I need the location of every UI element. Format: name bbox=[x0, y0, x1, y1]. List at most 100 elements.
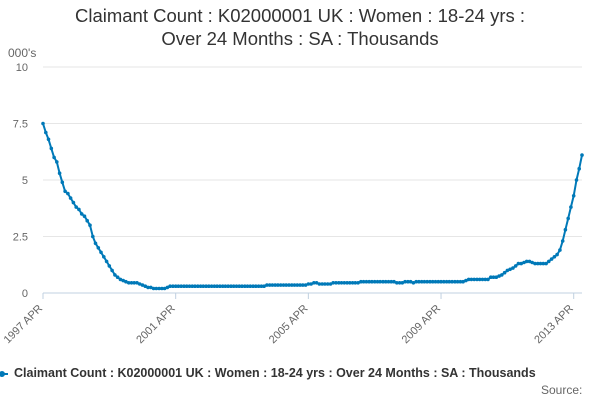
data-point[interactable] bbox=[68, 196, 73, 200]
data-point[interactable] bbox=[66, 191, 70, 196]
data-point[interactable] bbox=[469, 277, 474, 282]
data-point[interactable] bbox=[536, 261, 540, 266]
data-point[interactable] bbox=[149, 285, 153, 290]
data-point[interactable] bbox=[411, 281, 416, 285]
data-point[interactable] bbox=[372, 279, 377, 284]
data-point[interactable] bbox=[187, 284, 192, 289]
data-point[interactable] bbox=[162, 286, 167, 291]
data-point[interactable] bbox=[215, 284, 219, 289]
data-point[interactable] bbox=[231, 284, 236, 289]
data-point[interactable] bbox=[455, 279, 460, 284]
data-point[interactable] bbox=[325, 282, 330, 286]
data-point[interactable] bbox=[513, 264, 518, 268]
data-point[interactable] bbox=[218, 284, 222, 289]
data-point[interactable] bbox=[234, 284, 239, 289]
data-point[interactable] bbox=[314, 281, 319, 285]
data-point[interactable] bbox=[270, 283, 275, 287]
data-point[interactable] bbox=[157, 286, 161, 291]
data-point[interactable] bbox=[74, 205, 78, 209]
data-point[interactable] bbox=[381, 279, 385, 284]
data-point[interactable] bbox=[229, 284, 233, 289]
data-point[interactable] bbox=[489, 275, 493, 280]
data-point[interactable] bbox=[306, 282, 311, 286]
data-point[interactable] bbox=[193, 284, 197, 289]
data-point[interactable] bbox=[361, 279, 366, 284]
data-point[interactable] bbox=[196, 284, 200, 289]
data-point[interactable] bbox=[475, 277, 479, 282]
data-point[interactable] bbox=[339, 281, 344, 285]
data-point[interactable] bbox=[267, 283, 272, 287]
data-point[interactable] bbox=[121, 278, 125, 283]
data-point[interactable] bbox=[558, 248, 562, 252]
data-point[interactable] bbox=[265, 283, 269, 287]
data-point[interactable] bbox=[486, 277, 490, 282]
data-point[interactable] bbox=[146, 285, 150, 290]
data-point[interactable] bbox=[408, 279, 413, 284]
data-point[interactable] bbox=[364, 279, 369, 284]
data-point[interactable] bbox=[433, 279, 438, 284]
data-point[interactable] bbox=[494, 275, 499, 280]
data-point[interactable] bbox=[245, 284, 250, 289]
data-point[interactable] bbox=[353, 281, 358, 285]
data-point[interactable] bbox=[334, 281, 338, 285]
data-point[interactable] bbox=[477, 277, 482, 282]
data-point[interactable] bbox=[278, 283, 283, 287]
data-point[interactable] bbox=[400, 281, 405, 285]
data-point[interactable] bbox=[298, 283, 302, 287]
data-point[interactable] bbox=[182, 284, 186, 289]
data-point[interactable] bbox=[483, 277, 488, 282]
data-point[interactable] bbox=[57, 171, 62, 175]
data-point[interactable] bbox=[77, 207, 81, 212]
data-point[interactable] bbox=[129, 281, 134, 285]
data-point[interactable] bbox=[497, 274, 501, 278]
data-point[interactable] bbox=[126, 281, 131, 285]
data-point[interactable] bbox=[237, 284, 242, 289]
data-point[interactable] bbox=[417, 279, 421, 284]
data-point[interactable] bbox=[453, 279, 457, 284]
data-point[interactable] bbox=[444, 279, 449, 284]
data-point[interactable] bbox=[309, 282, 313, 286]
data-point[interactable] bbox=[290, 283, 294, 287]
data-point[interactable] bbox=[472, 277, 477, 282]
data-point[interactable] bbox=[356, 281, 360, 285]
data-point[interactable] bbox=[281, 283, 286, 287]
data-point[interactable] bbox=[566, 216, 570, 221]
data-point[interactable] bbox=[176, 284, 181, 289]
data-point[interactable] bbox=[151, 286, 156, 291]
data-point[interactable] bbox=[212, 284, 217, 289]
data-point[interactable] bbox=[198, 284, 203, 289]
data-point[interactable] bbox=[389, 279, 394, 284]
data-point[interactable] bbox=[450, 279, 454, 284]
data-point[interactable] bbox=[359, 279, 363, 284]
data-point[interactable] bbox=[430, 279, 435, 284]
data-point[interactable] bbox=[345, 281, 349, 285]
data-point[interactable] bbox=[331, 281, 336, 285]
data-point[interactable] bbox=[113, 273, 117, 277]
data-point[interactable] bbox=[419, 279, 424, 284]
data-point[interactable] bbox=[248, 284, 253, 289]
data-point[interactable] bbox=[439, 279, 443, 284]
data-point[interactable] bbox=[240, 284, 244, 289]
data-point[interactable] bbox=[190, 284, 195, 289]
data-point[interactable] bbox=[577, 166, 581, 171]
data-point[interactable] bbox=[544, 261, 548, 266]
data-point[interactable] bbox=[527, 259, 532, 264]
data-point[interactable] bbox=[102, 254, 106, 259]
data-point[interactable] bbox=[370, 279, 374, 284]
data-point[interactable] bbox=[524, 259, 529, 264]
data-point[interactable] bbox=[55, 160, 59, 164]
data-point[interactable] bbox=[160, 286, 164, 291]
data-point[interactable] bbox=[143, 284, 148, 289]
data-point[interactable] bbox=[85, 218, 89, 223]
data-point[interactable] bbox=[276, 283, 280, 287]
data-point[interactable] bbox=[118, 277, 123, 282]
data-point[interactable] bbox=[303, 283, 308, 287]
data-point[interactable] bbox=[447, 279, 452, 284]
data-point[interactable] bbox=[516, 261, 521, 266]
data-point[interactable] bbox=[204, 284, 208, 289]
data-point[interactable] bbox=[428, 279, 432, 284]
data-point[interactable] bbox=[461, 279, 465, 284]
data-point[interactable] bbox=[395, 281, 399, 285]
data-point[interactable] bbox=[295, 283, 300, 287]
data-point[interactable] bbox=[259, 284, 264, 289]
